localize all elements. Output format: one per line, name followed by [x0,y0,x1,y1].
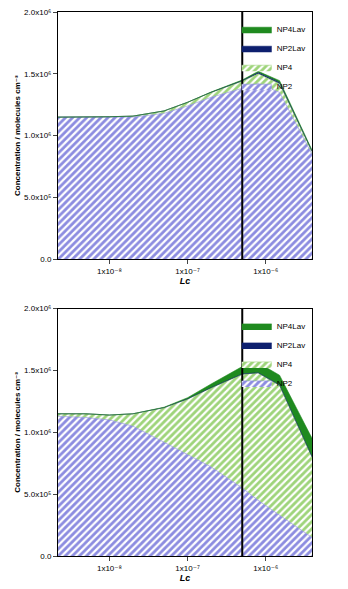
svg-text:1.5x10⁶: 1.5x10⁶ [24,366,51,375]
svg-text:1.0x10⁶: 1.0x10⁶ [24,428,51,437]
svg-text:1.0x10⁶: 1.0x10⁶ [24,131,51,140]
svg-text:1.5x10⁶: 1.5x10⁶ [24,70,51,79]
svg-text:2.0x10⁶: 2.0x10⁶ [24,8,51,17]
svg-text:NP2Lav: NP2Lav [277,341,305,350]
svg-text:1x10⁻⁷: 1x10⁻⁷ [175,564,200,573]
svg-text:0.0: 0.0 [40,552,52,561]
svg-text:NP4Lav: NP4Lav [277,322,305,331]
svg-text:1x10⁻⁷: 1x10⁻⁷ [175,267,200,276]
svg-text:NP4: NP4 [277,63,293,72]
svg-text:Concentration / molecules cm⁻³: Concentration / molecules cm⁻³ [13,372,22,493]
svg-text:1x10⁻⁸: 1x10⁻⁸ [97,267,122,276]
svg-text:Lc: Lc [180,573,191,583]
svg-text:NP2: NP2 [277,379,293,388]
svg-text:NP4Lav: NP4Lav [277,25,305,34]
svg-text:NP2: NP2 [277,82,293,91]
svg-text:1x10⁻⁶: 1x10⁻⁶ [253,564,278,573]
svg-text:1x10⁻⁸: 1x10⁻⁸ [97,564,122,573]
svg-text:2.0x10⁶: 2.0x10⁶ [24,304,51,313]
svg-text:0.0: 0.0 [40,255,52,264]
svg-text:5.0x10⁵: 5.0x10⁵ [24,193,51,202]
svg-text:NP4: NP4 [277,360,293,369]
svg-text:5.0x10⁵: 5.0x10⁵ [24,490,51,499]
svg-text:1x10⁻⁶: 1x10⁻⁶ [253,267,278,276]
svg-text:Lc: Lc [180,276,191,286]
svg-text:Concentration / molecules cm⁻³: Concentration / molecules cm⁻³ [13,75,22,196]
svg-text:NP2Lav: NP2Lav [277,44,305,53]
